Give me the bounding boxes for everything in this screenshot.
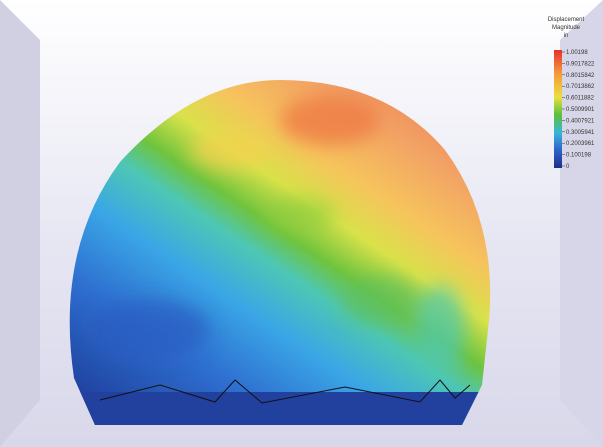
blob <box>190 130 270 170</box>
legend-subtitle: Magnitude <box>552 25 581 31</box>
edge-line <box>99 379 471 404</box>
legend-labels: 1.00198 0.9017822 0.8015842 0.7013862 0.6011… <box>562 50 595 170</box>
blob <box>280 95 380 145</box>
legend-label: 0.3005941 <box>566 130 595 136</box>
legend-label: 0.5009901 <box>566 107 595 113</box>
legend-label: 0.100198 <box>566 153 592 159</box>
legend-label: 0.4007921 <box>566 118 595 124</box>
blob <box>340 275 420 325</box>
blob <box>265 197 335 233</box>
right-wall <box>560 0 603 447</box>
blob <box>90 300 210 360</box>
color-bar <box>554 50 562 168</box>
blob <box>415 285 465 375</box>
dome <box>69 80 491 425</box>
legend-label: 0.6011882 <box>566 96 595 102</box>
legend-label: 0.9017822 <box>566 61 595 67</box>
base-band <box>69 392 491 425</box>
legend-label: 1.00198 <box>566 50 588 56</box>
dome-blobs <box>90 95 465 375</box>
legend-label: 0.8015842 <box>566 73 595 79</box>
legend-title: Displacement <box>548 17 585 23</box>
legend: Displacement Magnitude in 1.00198 0.90178… <box>548 17 595 170</box>
legend-unit: in <box>564 33 569 39</box>
legend-label: 0 <box>566 164 570 170</box>
legend-label: 0.7013862 <box>566 84 595 90</box>
left-wall <box>0 0 40 447</box>
legend-label: 0.2003961 <box>566 141 595 147</box>
